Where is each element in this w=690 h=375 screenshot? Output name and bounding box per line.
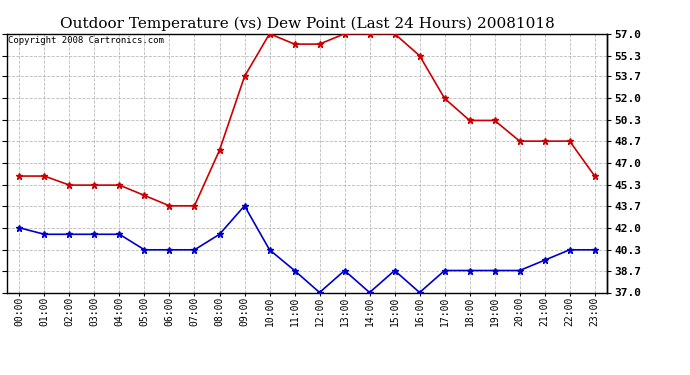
Text: Copyright 2008 Cartronics.com: Copyright 2008 Cartronics.com — [8, 36, 164, 45]
Title: Outdoor Temperature (vs) Dew Point (Last 24 Hours) 20081018: Outdoor Temperature (vs) Dew Point (Last… — [59, 17, 555, 31]
